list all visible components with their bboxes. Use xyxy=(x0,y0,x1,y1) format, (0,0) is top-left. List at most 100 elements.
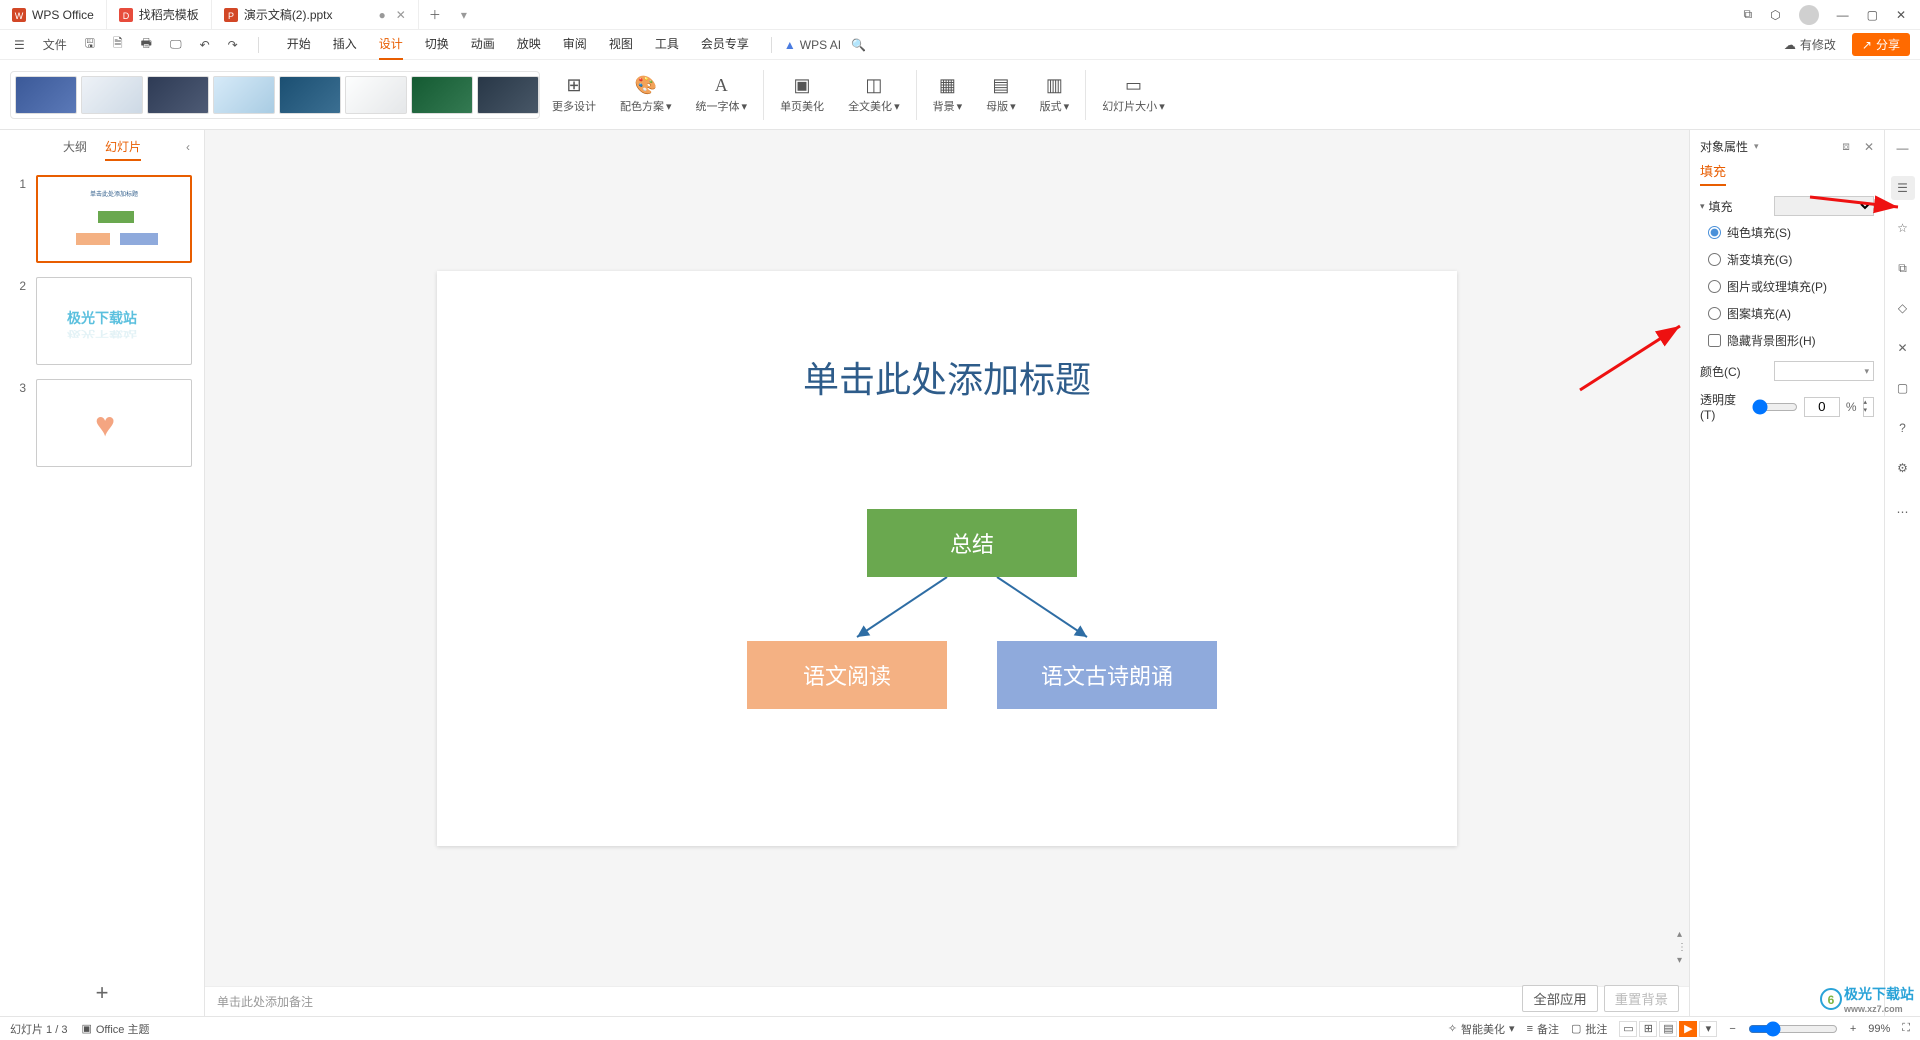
outline-tab[interactable]: 大纲 xyxy=(63,138,87,161)
fit-window-icon[interactable]: ⛶ xyxy=(1902,1022,1910,1035)
slide-thumb-1[interactable]: 1 单击此处添加标题 xyxy=(14,175,204,263)
single-page-beautify-button[interactable]: ▣ 单页美化 xyxy=(768,75,836,114)
template-thumb[interactable] xyxy=(345,76,407,114)
collapse-strip-icon[interactable]: — xyxy=(1891,136,1915,160)
template-thumb[interactable] xyxy=(477,76,539,114)
print-preview-icon[interactable]: 🖵 xyxy=(166,35,186,54)
wps-ai-button[interactable]: ▲WPS AI xyxy=(780,36,845,54)
template-thumb[interactable] xyxy=(15,76,77,114)
comment-strip-icon[interactable]: ▢ xyxy=(1891,376,1915,400)
more-strip-icon[interactable]: ⋯ xyxy=(1891,500,1915,524)
collapse-icon[interactable]: ‹ xyxy=(186,140,190,154)
ribbon-tab-slideshow[interactable]: 放映 xyxy=(517,29,541,60)
ribbon-tab-insert[interactable]: 插入 xyxy=(333,29,357,60)
master-button[interactable]: ▤ 母版▾ xyxy=(974,75,1028,114)
fill-type-select[interactable] xyxy=(1774,196,1874,216)
undo-icon[interactable]: ↶ xyxy=(196,36,214,54)
zoom-out-icon[interactable]: − xyxy=(1729,1023,1735,1035)
opacity-input[interactable] xyxy=(1804,397,1840,417)
notes-area[interactable]: 单击此处添加备注 xyxy=(205,986,1689,1016)
export-icon[interactable]: 🗎 xyxy=(109,32,127,57)
comments-toggle[interactable]: ▢批注 xyxy=(1571,1021,1607,1037)
normal-view-icon[interactable]: ▭ xyxy=(1619,1021,1637,1037)
revision-status[interactable]: ☁有修改 xyxy=(1780,34,1840,55)
ribbon-tab-tools[interactable]: 工具 xyxy=(655,29,679,60)
menu-icon[interactable]: ☰ xyxy=(10,36,29,54)
slide-canvas[interactable]: 单击此处添加标题 总结 语文阅读 语文古诗朗诵 xyxy=(437,271,1457,846)
zoom-in-icon[interactable]: + xyxy=(1850,1023,1856,1035)
opacity-slider[interactable] xyxy=(1752,399,1798,415)
theme-indicator[interactable]: ▣Office 主题 xyxy=(81,1021,149,1037)
radio-picture-fill[interactable]: 图片或纹理填充(P) xyxy=(1708,278,1874,295)
thumbnail[interactable]: ♥ xyxy=(36,379,192,467)
slides-tab[interactable]: 幻灯片 xyxy=(105,138,141,161)
tab-templates[interactable]: D 找稻壳模板 xyxy=(107,0,212,29)
ribbon-tab-home[interactable]: 开始 xyxy=(287,29,311,60)
slideshow-icon[interactable]: ▶ xyxy=(1679,1021,1697,1037)
smart-beautify-button[interactable]: ✧智能美化▾ xyxy=(1448,1021,1515,1037)
multi-window-icon[interactable]: ⧉ xyxy=(1744,7,1753,22)
minimize-icon[interactable]: — xyxy=(1837,8,1849,22)
template-thumb[interactable] xyxy=(213,76,275,114)
notes-toggle[interactable]: ≡备注 xyxy=(1527,1021,1559,1037)
print-icon[interactable]: 🖶 xyxy=(137,32,156,57)
reset-bg-button[interactable]: 重置背景 xyxy=(1604,985,1679,1012)
radio-pattern-fill[interactable]: 图案填充(A) xyxy=(1708,305,1874,322)
slideshow-dropdown-icon[interactable]: ▾ xyxy=(1699,1021,1717,1037)
slide-thumb-3[interactable]: 3 ♥ xyxy=(14,379,204,467)
ribbon-tab-design[interactable]: 设计 xyxy=(379,29,403,60)
save-icon[interactable]: 🖫 xyxy=(81,32,99,57)
shape-reading[interactable]: 语文阅读 xyxy=(747,641,947,709)
menu-dots-icon[interactable]: ⋮ xyxy=(1677,942,1687,953)
add-slide-button[interactable]: + xyxy=(0,970,204,1016)
background-button[interactable]: ▦ 背景▾ xyxy=(921,75,975,114)
color-picker[interactable]: ▾ xyxy=(1774,361,1874,381)
animation-strip-icon[interactable]: ◇ xyxy=(1891,296,1915,320)
template-thumb[interactable] xyxy=(279,76,341,114)
ribbon-tab-review[interactable]: 审阅 xyxy=(563,29,587,60)
tab-wps-office[interactable]: W WPS Office xyxy=(0,0,107,29)
shape-poetry[interactable]: 语文古诗朗诵 xyxy=(997,641,1217,709)
shape-summary[interactable]: 总结 xyxy=(867,509,1077,577)
slide-size-button[interactable]: ▭ 幻灯片大小▾ xyxy=(1090,75,1177,114)
share-button[interactable]: ↗分享 xyxy=(1852,33,1910,56)
help-strip-icon[interactable]: ? xyxy=(1891,416,1915,440)
tools-strip-icon[interactable]: ✕ xyxy=(1891,336,1915,360)
zoom-slider[interactable] xyxy=(1748,1021,1838,1037)
redo-icon[interactable]: ↷ xyxy=(224,36,242,54)
radio-gradient-fill[interactable]: 渐变填充(G) xyxy=(1708,251,1874,268)
template-thumb[interactable] xyxy=(81,76,143,114)
add-tab-button[interactable]: ＋ xyxy=(419,6,451,23)
ribbon-tab-view[interactable]: 视图 xyxy=(609,29,633,60)
avatar[interactable] xyxy=(1799,5,1819,25)
slide-title-placeholder[interactable]: 单击此处添加标题 xyxy=(437,351,1457,403)
chevron-down-icon[interactable]: ▾ xyxy=(1754,141,1759,152)
reading-view-icon[interactable]: ▤ xyxy=(1659,1021,1677,1037)
sorter-view-icon[interactable]: ⊞ xyxy=(1639,1021,1657,1037)
thumbnail[interactable]: 极光下载站 极光下载站 xyxy=(36,277,192,365)
slide-thumb-2[interactable]: 2 极光下载站 极光下载站 xyxy=(14,277,204,365)
zoom-level[interactable]: 99% xyxy=(1868,1023,1890,1035)
close-panel-icon[interactable]: ✕ xyxy=(1864,140,1874,154)
cube-icon[interactable]: ⬡ xyxy=(1770,8,1780,22)
maximize-icon[interactable]: ▢ xyxy=(1867,8,1878,22)
properties-strip-icon[interactable]: ☰ xyxy=(1891,176,1915,200)
ribbon-tab-transition[interactable]: 切换 xyxy=(425,29,449,60)
search-icon[interactable]: 🔍 xyxy=(847,36,870,54)
color-scheme-button[interactable]: 🎨 配色方案▾ xyxy=(608,75,684,114)
tab-current-doc[interactable]: P 演示文稿(2).pptx ● ✕ xyxy=(212,0,419,29)
template-thumb[interactable] xyxy=(411,76,473,114)
layers-strip-icon[interactable]: ⧉ xyxy=(1891,256,1915,280)
ribbon-tab-member[interactable]: 会员专享 xyxy=(701,29,749,60)
radio-solid-fill[interactable]: 纯色填充(S) xyxy=(1708,224,1874,241)
prev-slide-icon[interactable]: ▴ xyxy=(1677,929,1687,940)
fill-section-header[interactable]: ▾ 填充 xyxy=(1700,196,1874,216)
favorite-strip-icon[interactable]: ☆ xyxy=(1891,216,1915,240)
thumbnail[interactable]: 单击此处添加标题 xyxy=(36,175,192,263)
next-slide-icon[interactable]: ▾ xyxy=(1677,955,1687,966)
file-menu[interactable]: 文件 xyxy=(39,34,71,55)
full-beautify-button[interactable]: ◫ 全文美化▾ xyxy=(836,75,912,114)
unify-font-button[interactable]: A 统一字体▾ xyxy=(684,75,760,114)
hide-bg-shape-checkbox[interactable]: 隐藏背景图形(H) xyxy=(1700,332,1874,349)
settings-strip-icon[interactable]: ⚙ xyxy=(1891,456,1915,480)
